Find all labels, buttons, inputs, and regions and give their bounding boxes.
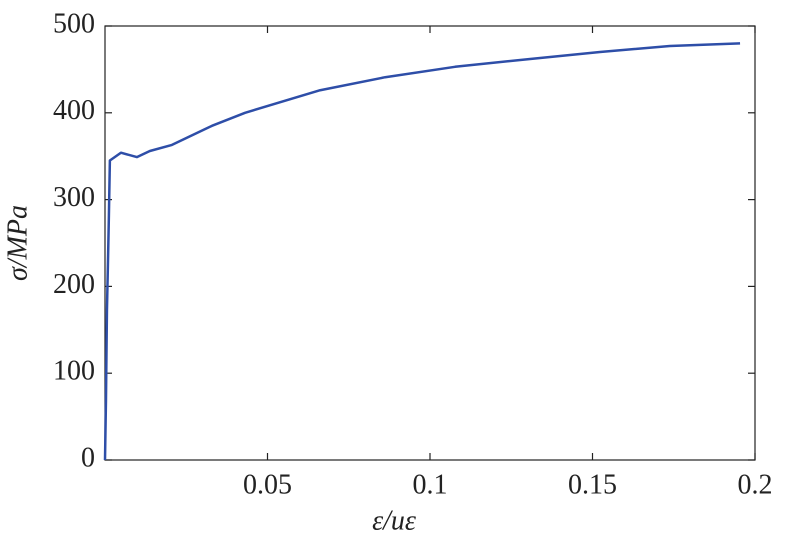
x-tick-label: 0.2 [738, 469, 773, 500]
y-tick-label: 500 [53, 8, 95, 39]
y-tick-label: 200 [53, 269, 95, 300]
y-tick-label: 400 [53, 95, 95, 126]
x-tick-label: 0.1 [413, 469, 448, 500]
y-axis-label: σ/MPa [2, 205, 33, 281]
data-line [103, 42, 741, 461]
plot-frame [104, 25, 756, 461]
x-tick-label: 0.15 [568, 469, 617, 500]
y-tick-label: 300 [53, 182, 95, 213]
y-tick-label: 100 [53, 356, 95, 387]
x-axis-label: ε/uε [372, 505, 416, 536]
x-tick-label: 0.05 [243, 469, 292, 500]
y-tick-label: 0 [81, 442, 95, 473]
